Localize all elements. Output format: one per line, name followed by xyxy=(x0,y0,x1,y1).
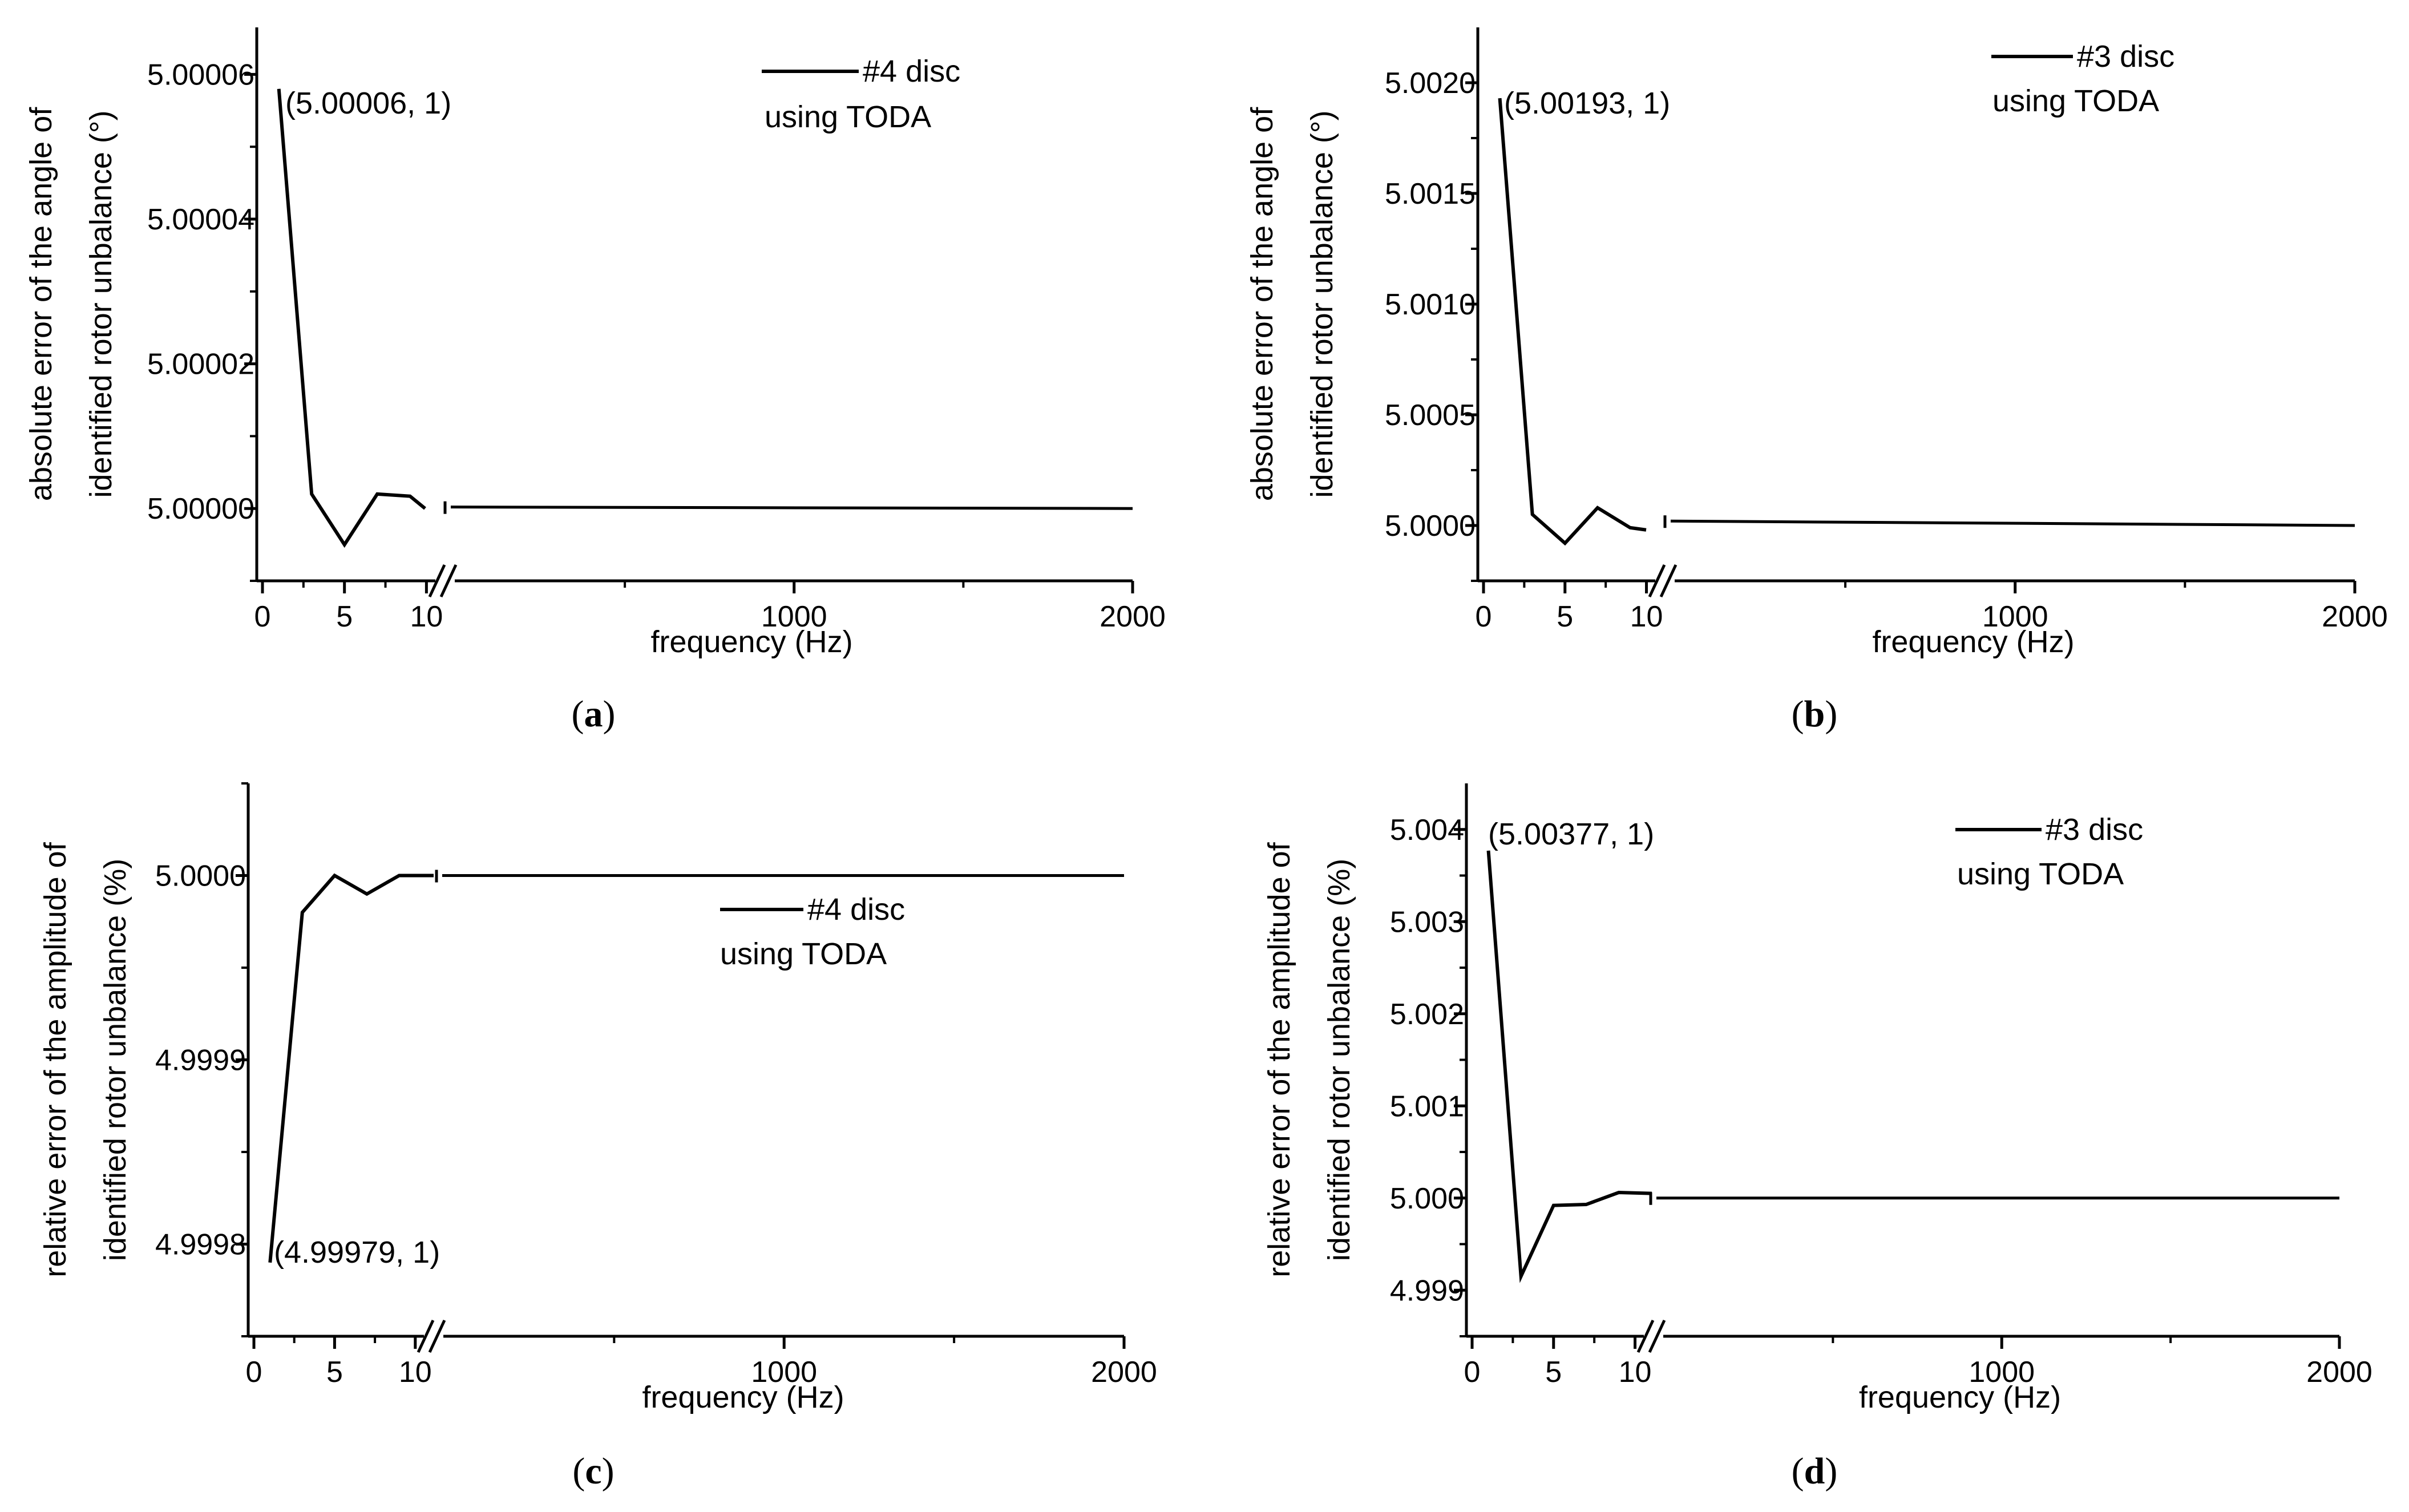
x-tick-label: 0 xyxy=(1476,600,1492,633)
y-tick-label: 5.00006 xyxy=(147,58,254,91)
x-axis-label: frequency (Hz) xyxy=(1872,625,2074,659)
x-tick-label: 2000 xyxy=(2322,600,2388,633)
x-tick-label: 10 xyxy=(399,1356,432,1389)
x-tick-label: 1000 xyxy=(761,600,827,633)
y-tick-label: 5.00004 xyxy=(147,203,254,236)
panel-b: 5.0000 5.0005 5.0010 5.0015 5.0020 0 5 10 1000 20… xyxy=(1245,27,2388,735)
y-axis-label: identified rotor unbalance (%) xyxy=(1322,859,1356,1261)
data-annotation: (4.99979, 1) xyxy=(274,1235,440,1270)
x-tick-label: 2000 xyxy=(1100,600,1166,633)
legend-label: #3 disc xyxy=(2077,39,2174,74)
data-line-low-frequency xyxy=(1498,98,1647,546)
x-axis-label: frequency (Hz) xyxy=(642,1380,844,1414)
y-tick-label: 5.0010 xyxy=(1385,288,1476,321)
panel-caption: (a) xyxy=(572,693,616,735)
legend-label: #4 disc xyxy=(807,892,905,927)
x-tick-label: 1000 xyxy=(1969,1356,2035,1389)
panel-a: 5.00000 5.00002 5.00004 5.00006 0 5 10 1000 2000… xyxy=(24,27,1166,735)
y-tick-label: 5.00002 xyxy=(147,348,254,381)
y-tick-label: 5.0000 xyxy=(1385,510,1476,543)
x-axis-label: frequency (Hz) xyxy=(1859,1380,2061,1414)
x-axis-label: frequency (Hz) xyxy=(650,625,852,659)
y-axis-label: identified rotor unbalance (%) xyxy=(98,859,132,1261)
axis-break-mark xyxy=(428,564,446,598)
data-annotation: (5.00193, 1) xyxy=(1504,86,1670,120)
x-tick-label: 5 xyxy=(1557,600,1573,633)
x-tick-label: 5 xyxy=(326,1356,343,1389)
y-tick-label: 4.9998 xyxy=(155,1228,246,1262)
y-tick-label: 5.0020 xyxy=(1385,67,1476,100)
y-axis-label: identified rotor unbalance (°) xyxy=(1305,111,1339,498)
y-axis-label: relative error of the amplitude of xyxy=(1262,842,1296,1277)
x-tick-label: 1000 xyxy=(751,1356,817,1389)
x-tick-label: 2000 xyxy=(2306,1356,2372,1389)
panel-c: 4.9998 4.9999 5.0000 0 5 10 1000 2000 frequency … xyxy=(38,782,1157,1492)
data-line-low-frequency xyxy=(1486,850,1652,1283)
x-tick-label: 0 xyxy=(246,1356,262,1389)
x-tick-label: 2000 xyxy=(1091,1356,1157,1389)
x-tick-label: 5 xyxy=(1545,1356,1562,1389)
data-line-high-frequency xyxy=(450,506,1133,510)
panel-caption: (c) xyxy=(572,1450,614,1492)
legend-label: using TODA xyxy=(1992,84,2159,118)
y-tick-label: 5.0000 xyxy=(155,860,246,893)
data-line-high-frequency xyxy=(1670,519,2355,527)
y-tick-label: 5.00000 xyxy=(147,492,254,525)
x-tick-label: 0 xyxy=(254,600,271,633)
y-tick-label: 5.002 xyxy=(1390,998,1464,1031)
legend-label: #4 disc xyxy=(863,54,960,88)
axis-break-mark xyxy=(417,1319,435,1353)
y-tick-label: 5.000 xyxy=(1390,1182,1464,1215)
y-tick-label: 5.001 xyxy=(1390,1090,1464,1123)
x-tick-label: 5 xyxy=(336,600,353,633)
y-tick-label: 5.0005 xyxy=(1385,399,1476,432)
x-tick-label: 1000 xyxy=(1982,600,2048,633)
x-tick-label: 10 xyxy=(1630,600,1663,633)
x-tick-label: 0 xyxy=(1464,1356,1481,1389)
y-tick-label: 4.999 xyxy=(1390,1274,1464,1307)
panel-caption: (b) xyxy=(1792,693,1838,735)
y-axis-label: relative error of the amplitude of xyxy=(38,842,72,1277)
axis-break-mark xyxy=(1648,1319,1666,1353)
data-annotation: (5.00377, 1) xyxy=(1488,817,1654,851)
y-axis-label: absolute error of the angle of xyxy=(1245,107,1279,501)
axis-break-mark xyxy=(428,1319,446,1353)
y-tick-label: 4.9999 xyxy=(155,1044,246,1077)
legend-label: using TODA xyxy=(765,100,931,134)
y-axis-label: identified rotor unbalance (°) xyxy=(84,111,118,498)
data-line-low-frequency xyxy=(277,88,426,548)
y-tick-label: 5.003 xyxy=(1390,905,1464,939)
legend-label: #3 disc xyxy=(2046,812,2143,847)
x-tick-label: 10 xyxy=(1619,1356,1652,1389)
axis-break-mark xyxy=(1648,564,1666,598)
data-annotation: (5.00006, 1) xyxy=(285,86,451,120)
axis-break-mark xyxy=(1659,564,1678,598)
y-axis-label: absolute error of the angle of xyxy=(24,107,58,501)
legend-label: using TODA xyxy=(720,937,887,971)
y-tick-label: 5.004 xyxy=(1390,814,1464,847)
data-line-low-frequency xyxy=(268,873,434,1263)
panel-d: 4.999 5.000 5.001 5.002 5.003 5.004 0 5 10 1000 20… xyxy=(1262,783,2372,1492)
y-tick-label: 5.0015 xyxy=(1385,177,1476,211)
axis-break-mark xyxy=(439,564,458,598)
axis-break-mark xyxy=(1636,1319,1655,1353)
legend-label: using TODA xyxy=(1957,857,2124,891)
x-tick-label: 10 xyxy=(410,600,443,633)
panel-caption: (d) xyxy=(1792,1450,1838,1492)
